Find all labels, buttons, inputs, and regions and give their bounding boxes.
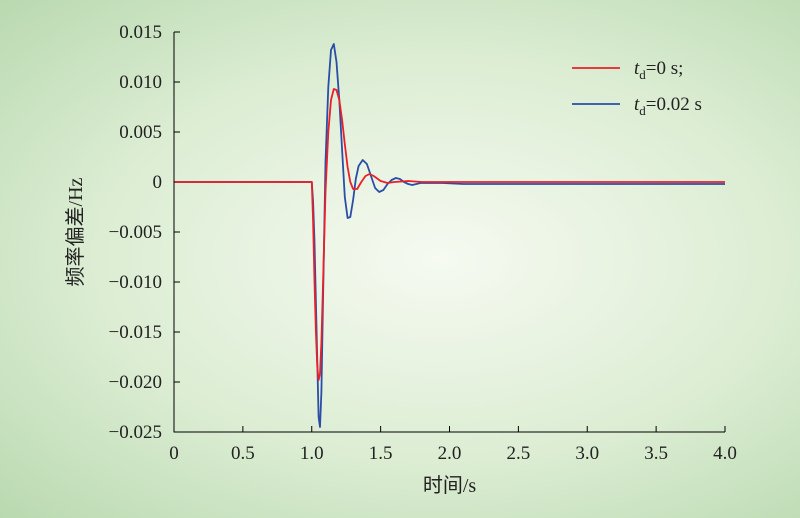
- y-tick-label: 0.015: [119, 22, 162, 43]
- x-axis-ticks: 0 0.5 1.0 1.5 2.0 2.5 3.0 3.5 4.0: [169, 426, 737, 464]
- x-tick-label: 0.5: [231, 443, 255, 464]
- y-axis-label: 频率偏差/Hz: [64, 177, 87, 286]
- x-tick-label: 3.5: [644, 443, 668, 464]
- x-tick-label: 0: [169, 443, 179, 464]
- y-tick-label: −0.020: [109, 372, 162, 393]
- y-axis-ticks: 0.015 0.010 0.005 0 −0.005 −0.010 −0.015 −0.020…: [109, 22, 180, 443]
- y-tick-label: −0.015: [109, 322, 162, 343]
- legend-label-1: td=0.02 s: [634, 94, 702, 118]
- y-tick-label: −0.025: [109, 422, 162, 443]
- x-tick-label: 1.5: [369, 443, 393, 464]
- series-line-0: [174, 88, 725, 381]
- y-tick-label: 0: [153, 172, 163, 193]
- y-tick-label: 0.010: [119, 72, 162, 93]
- plot-axes-frame: [173, 32, 725, 433]
- x-tick-label: 1.0: [300, 443, 324, 464]
- x-tick-label: 2.0: [438, 443, 462, 464]
- legend-label-0: td=0 s;: [634, 58, 683, 82]
- series-line-1: [174, 43, 725, 428]
- y-tick-label: −0.010: [109, 272, 162, 293]
- x-tick-label: 4.0: [713, 443, 737, 464]
- y-tick-label: −0.005: [109, 222, 162, 243]
- legend: td=0 s; td=0.02 s: [572, 58, 702, 118]
- x-tick-label: 2.5: [507, 443, 531, 464]
- x-axis-label: 时间/s: [423, 474, 477, 497]
- x-tick-label: 3.0: [575, 443, 599, 464]
- y-tick-label: 0.005: [119, 122, 162, 143]
- series-layer: [174, 43, 725, 428]
